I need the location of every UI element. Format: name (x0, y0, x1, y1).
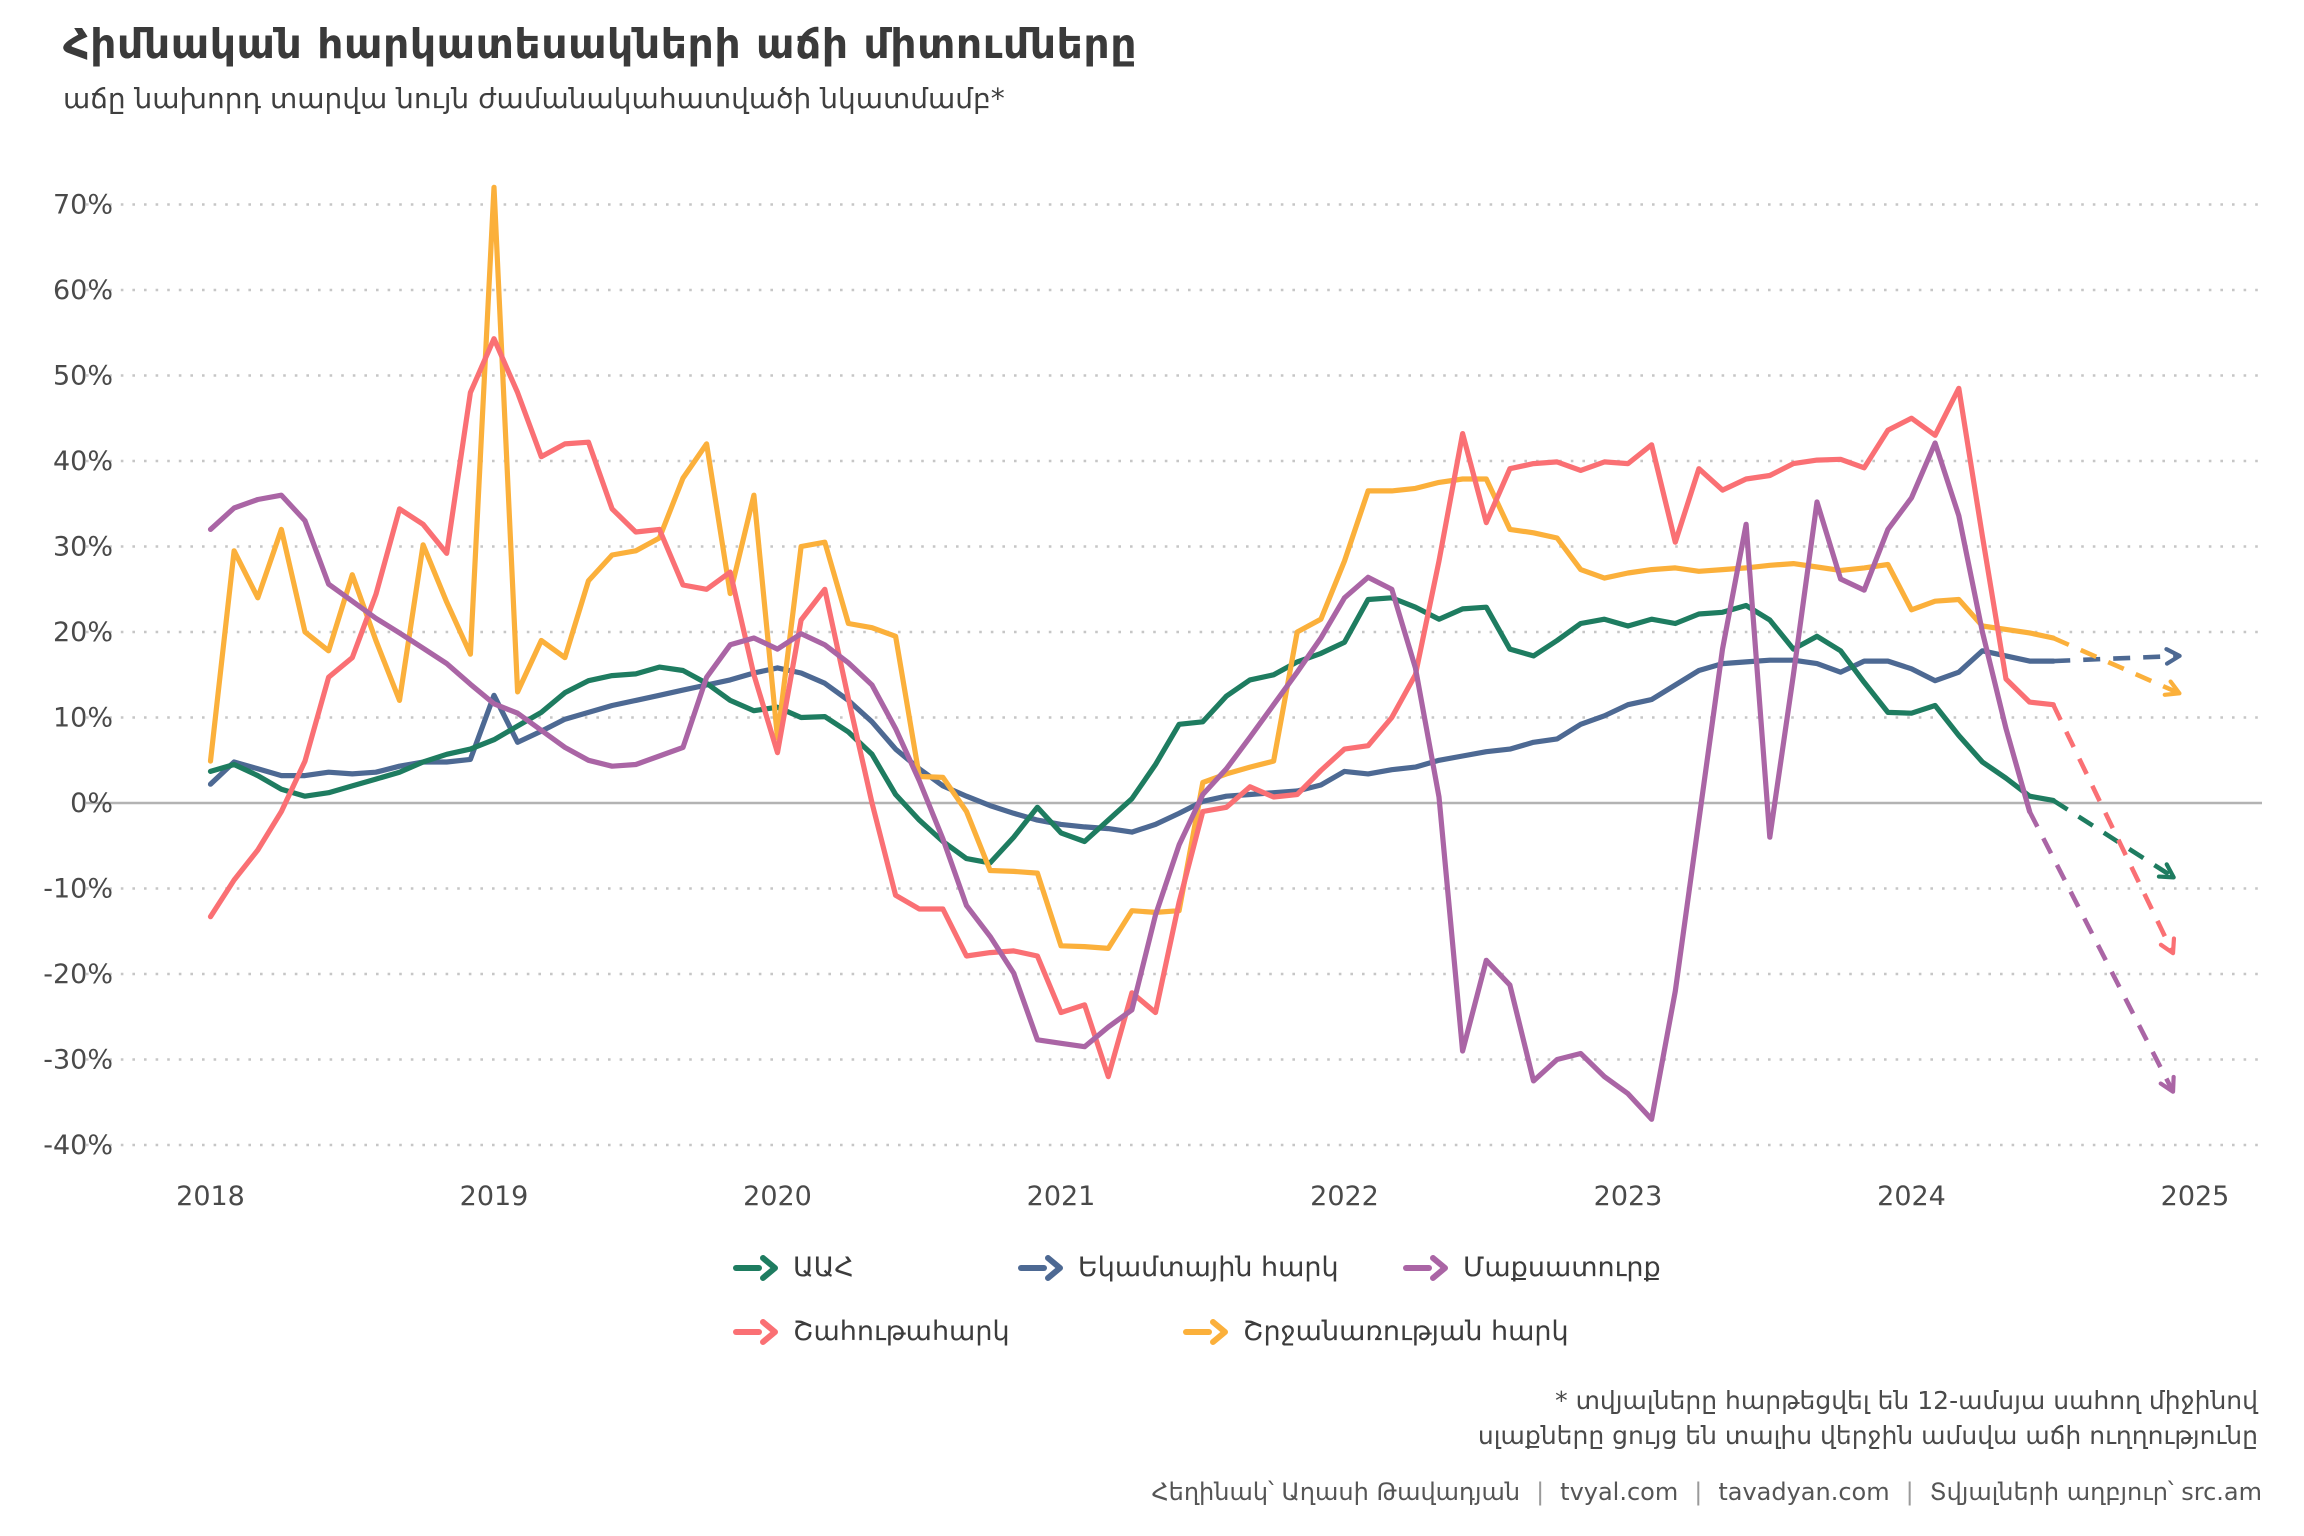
x-axis-tick-label: 2019 (460, 1181, 529, 1212)
x-axis-tick-label: 2023 (1594, 1181, 1663, 1212)
x-axis-tick-label: 2024 (1877, 1181, 1946, 1212)
y-axis-tick-label: 0% (70, 788, 113, 819)
footnote-line1: * տվյալները հարթեցվել են 12-ամսյա սահող … (1555, 1386, 2258, 1415)
y-axis-tick-label: 20% (53, 617, 113, 648)
legend-arrow-icon (1183, 1318, 1228, 1345)
legend-item: Շահութահարկ (733, 1316, 1010, 1347)
x-axis-tick-label: 2025 (2161, 1181, 2230, 1212)
legend-item: Մաքսատուրք (1403, 1252, 1661, 1283)
legend-arrow-icon (733, 1318, 778, 1345)
legend-label: Եկամտային հարկ (1078, 1252, 1339, 1283)
legend-item: ԱԱՀ (733, 1252, 854, 1283)
y-axis-tick-label: 50% (53, 361, 113, 392)
series-line-1 (207, 648, 2056, 835)
y-axis-tick-label: 40% (53, 446, 113, 477)
legend-label: ԱԱՀ (793, 1252, 854, 1283)
y-axis-tick-label: 10% (53, 703, 113, 734)
series-projection-arrow-4 (2051, 703, 2177, 956)
y-axis-tick-label: -40% (43, 1130, 113, 1161)
legend-arrow-icon (1018, 1254, 1063, 1281)
chart-footnote: * տվյալները հարթեցվել են 12-ամսյա սահող … (1478, 1384, 2258, 1453)
legend-label: Շրջանառության հարկ (1243, 1316, 1569, 1347)
footer-separator: | (1536, 1478, 1545, 1506)
legend-item: Եկամտային հարկ (1018, 1252, 1339, 1283)
series-projection-arrow-5 (2027, 810, 2176, 1094)
footer-author: Հեղինակ՝ Աղասի Թավադյան (1151, 1478, 1521, 1506)
footer-site-tavadyan: tavadyan.com (1718, 1478, 1890, 1506)
chart-subtitle: աճը նախորդ տարվա նույն ժամանակահատվածի ն… (63, 82, 1005, 115)
chart-title: Հիմնական հարկատեսակների աճի միտումները (63, 20, 1138, 68)
footer-separator: | (1694, 1478, 1703, 1506)
x-axis-tick-label: 2018 (176, 1181, 245, 1212)
y-axis-tick-label: -10% (43, 874, 113, 905)
series-projection-arrow-1 (2053, 647, 2182, 666)
footer-site-tvyal: tvyal.com (1560, 1478, 1679, 1506)
y-axis-tick-label: -30% (43, 1045, 113, 1076)
y-axis-tick-label: 30% (53, 532, 113, 563)
footer-data-source: Տվյալների աղբյուր՝ src.am (1929, 1478, 2262, 1506)
legend-arrow-icon (733, 1254, 778, 1281)
footer-separator: | (1905, 1478, 1914, 1506)
x-axis-tick-label: 2020 (743, 1181, 812, 1212)
series-line-3 (207, 184, 2056, 952)
legend-item: Շրջանառության հարկ (1183, 1316, 1569, 1347)
x-axis-tick-label: 2021 (1027, 1181, 1096, 1212)
x-axis-tick-label: 2022 (1310, 1181, 1379, 1212)
legend-label: Մաքսատուրք (1463, 1252, 1661, 1283)
series-line-4 (207, 336, 2056, 1080)
legend-label: Շահութահարկ (793, 1316, 1010, 1347)
y-axis-tick-label: 70% (53, 190, 113, 221)
series-line-2 (207, 595, 2056, 866)
series-line-5 (207, 440, 2033, 1122)
series-projection-arrow-2 (2052, 798, 2176, 880)
chart-footer: Հեղինակ՝ Աղասի Թավադյան | tvyal.com | tavady… (1151, 1478, 2262, 1506)
y-axis-tick-label: -20% (43, 959, 113, 990)
legend-arrow-icon (1403, 1254, 1448, 1281)
y-axis-tick-label: 60% (53, 275, 113, 306)
footnote-line2: սլաքները ցույց են տալիս վերջին ամսվա աճի… (1477, 1420, 2258, 1450)
series-projection-arrow-3 (2052, 635, 2182, 697)
